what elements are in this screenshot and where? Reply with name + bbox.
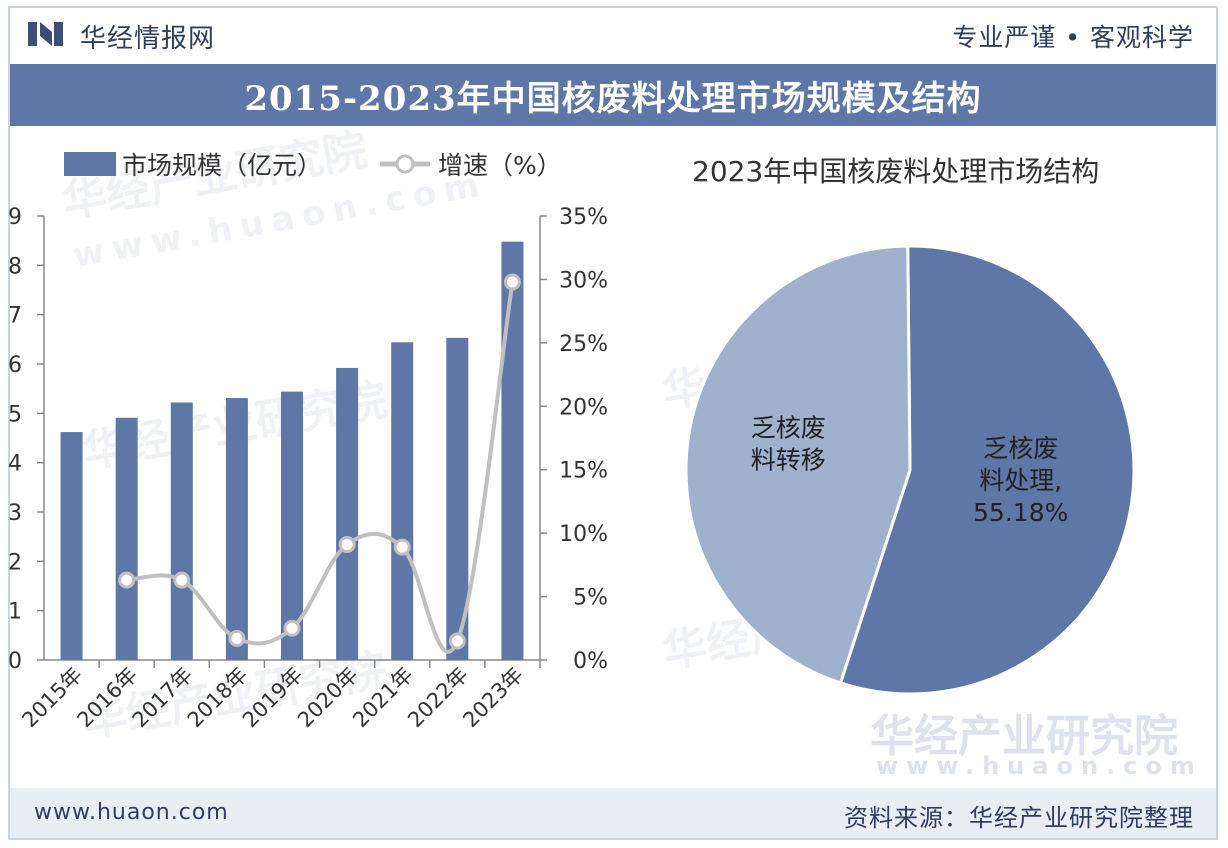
bars-group xyxy=(60,241,541,668)
growth-point xyxy=(503,273,521,291)
right-tick-label: 15% xyxy=(559,459,608,484)
right-tick-label: 0% xyxy=(573,649,608,674)
bar-2022年 xyxy=(446,337,469,660)
slogan: 专业严谨 • 客观科学 xyxy=(952,23,1194,52)
legend-line-marker xyxy=(395,154,415,174)
outer-frame xyxy=(8,6,1218,840)
x-tick-label: 2015年 xyxy=(17,663,87,733)
pie-label: 乏核废 xyxy=(983,434,1058,463)
x-tick-label: 2017年 xyxy=(128,663,198,733)
bar-2015年 xyxy=(60,432,83,660)
growth-line xyxy=(126,281,515,654)
brand-name: 华经情报网 xyxy=(80,24,216,54)
x-tick-label: 2021年 xyxy=(348,663,418,733)
x-tick-label: 2016年 xyxy=(73,663,143,733)
legend-line-label: 增速（%） xyxy=(438,151,562,180)
right-tick-label: 35% xyxy=(559,205,608,230)
growth-point xyxy=(173,571,191,589)
pie-title: 2023年中国核废料处理市场结构 xyxy=(692,155,1100,188)
bar-2019年 xyxy=(281,391,303,660)
brand-logo-icon xyxy=(28,20,64,52)
growth-point xyxy=(338,536,356,554)
growth-line-group xyxy=(118,273,521,654)
pie-slice-0 xyxy=(838,244,1136,696)
bar-2023年 xyxy=(501,241,524,661)
bar-2018年 xyxy=(225,398,248,660)
x-tick-label: 2020年 xyxy=(293,663,363,733)
pie-label: 乏核废 xyxy=(751,413,826,442)
x-tick-labels: 2015年2016年2017年2018年2019年2020年2021年2022年… xyxy=(17,663,528,733)
right-tick-label: 30% xyxy=(559,268,608,293)
pie-slice-1 xyxy=(684,244,912,685)
pie-label: 料处理, xyxy=(979,466,1062,495)
growth-point xyxy=(118,571,136,589)
left-tick-label: 0 xyxy=(8,649,22,674)
left-tick-label: 2 xyxy=(8,550,22,575)
legend-bar-swatch xyxy=(64,152,116,176)
footer-band xyxy=(10,788,1216,838)
left-tick-label: 1 xyxy=(8,600,22,625)
x-tick-label: 2019年 xyxy=(238,663,308,733)
right-tick-label: 20% xyxy=(559,395,608,420)
pie-label: 料转移 xyxy=(751,445,826,474)
bar-2016年 xyxy=(115,417,138,660)
growth-point xyxy=(393,538,411,556)
x-tick-label: 2018年 xyxy=(183,663,253,733)
right-tick-label: 10% xyxy=(559,522,608,547)
bar-2017年 xyxy=(170,402,193,660)
pie-label: 55.18% xyxy=(973,498,1068,527)
header-bar xyxy=(10,8,1216,64)
left-tick-label: 6 xyxy=(8,353,22,378)
left-tick-label: 7 xyxy=(8,304,22,329)
left-tick-label: 4 xyxy=(8,452,22,477)
x-tick-label: 2023年 xyxy=(458,663,528,733)
bar-2020年 xyxy=(336,367,359,660)
legend-bar-label: 市场规模（亿元） xyxy=(122,151,322,180)
growth-point xyxy=(283,619,301,637)
footer-website: www.huaon.com xyxy=(34,800,229,825)
footer-source: 资料来源：华经产业研究院整理 xyxy=(844,804,1194,832)
left-tick-label: 5 xyxy=(8,402,22,427)
growth-point xyxy=(448,632,466,650)
right-tick-label: 5% xyxy=(573,586,608,611)
page-title: 2015-2023年中国核废料处理市场规模及结构 xyxy=(244,78,982,119)
combo-chart: 市场规模（亿元） 增速（%） 0 1 2 3 4 5 6 7 8 9 0% 5% 10% 15% 20% 25… xyxy=(8,151,608,733)
left-tick-label: 3 xyxy=(8,501,22,526)
left-tick-label: 8 xyxy=(8,254,22,279)
right-tick-label: 25% xyxy=(559,332,608,357)
left-tick-label: 9 xyxy=(8,205,22,230)
x-tick-label: 2022年 xyxy=(403,663,473,733)
chart-legend: 市场规模（亿元） 增速（%） xyxy=(64,151,562,180)
title-band: 2015-2023年中国核废料处理市场规模及结构 xyxy=(10,64,1216,126)
growth-point xyxy=(228,629,246,647)
bar-2021年 xyxy=(391,342,414,660)
